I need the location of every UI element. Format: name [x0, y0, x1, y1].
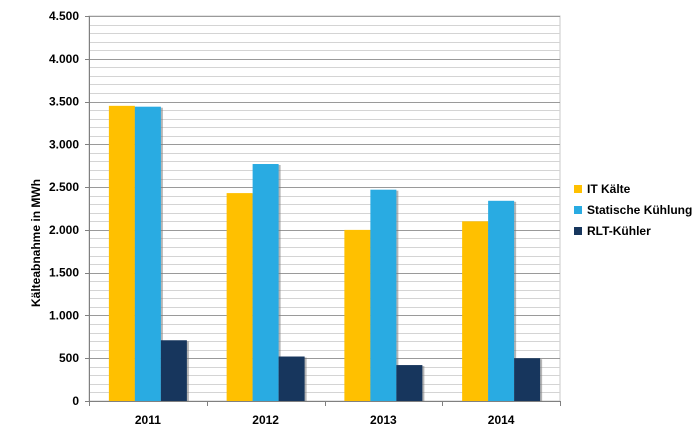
bar [344, 229, 371, 401]
y-tick-label: 4.500 [49, 9, 79, 23]
bar [462, 221, 489, 401]
x-tick-label: 2013 [370, 413, 397, 427]
legend-swatch [574, 185, 582, 193]
bar [488, 200, 515, 401]
legend-label: IT Kälte [587, 182, 631, 196]
y-axis-title: Kälteabnahme in MWh [29, 179, 43, 307]
bar [514, 358, 541, 401]
grid-lines [88, 15, 561, 402]
y-tick-label: 2.000 [49, 223, 79, 237]
bar [134, 106, 161, 401]
bar [226, 193, 253, 401]
y-tick-label: 4.000 [49, 52, 79, 66]
y-tick-label: 3.000 [49, 137, 79, 151]
y-axis-tick-labels: 0 500 1.000 1.500 2.000 2.500 3.000 3.500 4.000 4… [49, 9, 79, 408]
legend-label: RLT-Kühler [587, 224, 651, 238]
bar [278, 356, 305, 401]
y-tick-label: 3.500 [49, 95, 79, 109]
legend-swatch [574, 227, 582, 235]
bar [252, 164, 279, 401]
y-tick-label: 1.000 [49, 308, 79, 322]
y-tick-label: 1.500 [49, 266, 79, 280]
bar [370, 189, 397, 401]
bar [108, 105, 135, 401]
legend: IT Kälte Statische Kühlung RLT-Kühler [574, 182, 692, 238]
y-tick-label: 500 [59, 351, 79, 365]
y-tick-label: 0 [72, 394, 79, 408]
y-tick-label: 2.500 [49, 180, 79, 194]
x-tick-label: 2014 [488, 413, 515, 427]
bar [396, 365, 423, 401]
x-axis-tick-labels: 2011 2012 2013 2014 [135, 413, 515, 427]
x-tick-label: 2012 [252, 413, 279, 427]
legend-label: Statische Kühlung [587, 203, 692, 217]
axes [85, 16, 561, 406]
legend-swatch [574, 206, 582, 214]
x-tick-label: 2011 [135, 413, 161, 427]
bar [160, 340, 187, 401]
bars [108, 105, 543, 401]
